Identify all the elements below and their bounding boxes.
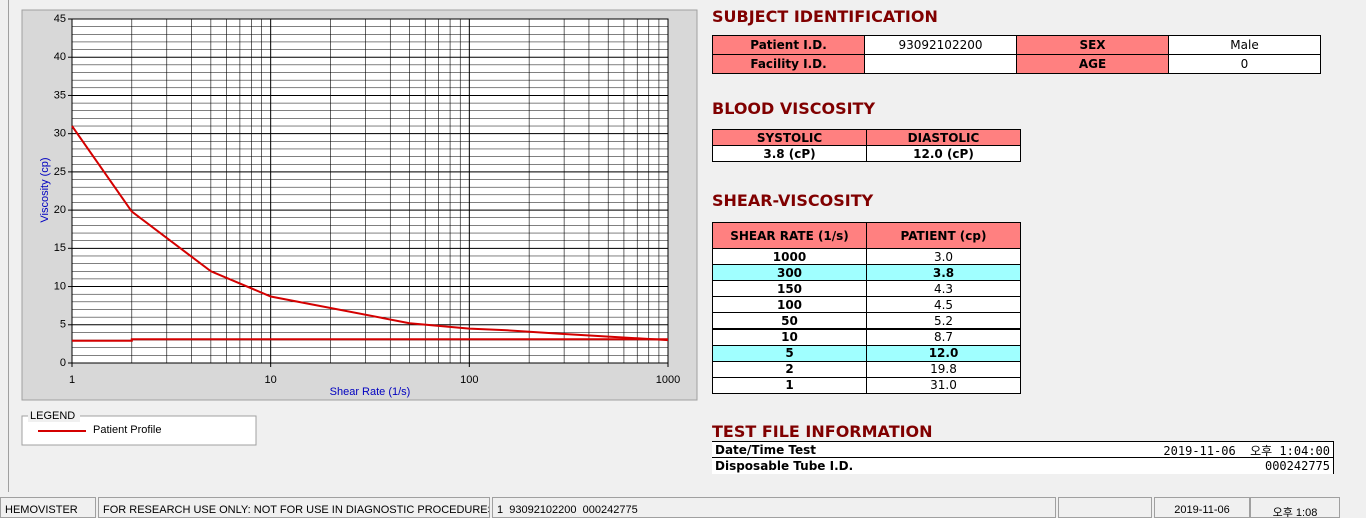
status-segment: HEMOVISTER	[0, 497, 96, 518]
y-tick-label: 45	[54, 13, 66, 25]
legend-title-bg	[28, 409, 80, 422]
y-tick-label: 25	[54, 166, 66, 178]
status-segment: 1 93092102200 000242775	[492, 497, 1056, 518]
table-cell: SYSTOLIC	[712, 129, 867, 146]
y-tick-label: 15	[54, 242, 66, 254]
y-tick-label: 30	[54, 128, 66, 140]
plot-frame	[71, 18, 669, 364]
divider	[8, 0, 9, 492]
table-cell: 4.3	[866, 280, 1021, 298]
y-tick-label: 35	[54, 89, 66, 101]
table-cell: 3.8 (cP)	[712, 145, 867, 162]
table-cell: 150	[712, 280, 867, 298]
status-segment: 오후 1:08	[1250, 497, 1340, 518]
status-segment: FOR RESEARCH USE ONLY: NOT FOR USE IN DI…	[98, 497, 490, 518]
table-cell: 300	[712, 264, 867, 282]
table-cell: 50	[712, 312, 867, 330]
table-cell: SHEAR RATE (1/s)	[712, 222, 867, 249]
chart: Shear Rate (1/s) Viscosity (cp) LEGEND 0…	[21, 9, 698, 446]
status-segment: 2019-11-06	[1154, 497, 1250, 518]
section-title: SUBJECT IDENTIFICATION	[712, 7, 938, 26]
table-cell: 1	[712, 376, 867, 394]
y-tick-label: 40	[54, 51, 66, 63]
table-cell: 0	[1168, 54, 1321, 74]
table-cell: DIASTOLIC	[866, 129, 1021, 146]
y-tick-label: 10	[54, 280, 66, 292]
table-cell: Date/Time Test	[712, 441, 1023, 458]
data-line	[72, 338, 668, 342]
y-tick-label: 5	[60, 319, 66, 331]
table-cell: 3.0	[866, 248, 1021, 266]
table-cell: 12.0	[866, 344, 1021, 362]
status-segment	[1058, 497, 1152, 518]
table-cell: Patient I.D.	[712, 35, 865, 55]
y-tick-label: 0	[60, 357, 66, 369]
table-cell: 10	[712, 328, 867, 346]
x-axis-label: Shear Rate (1/s)	[330, 386, 411, 398]
table-cell: PATIENT (cp)	[866, 222, 1021, 249]
section-title: BLOOD VISCOSITY	[712, 99, 876, 118]
x-tick-label: 10	[265, 374, 277, 386]
table-cell: Male	[1168, 35, 1321, 55]
table-cell: 2	[712, 360, 867, 378]
section-title: TEST FILE INFORMATION	[712, 422, 933, 441]
table-cell: Facility I.D.	[712, 54, 865, 74]
legend-label: Patient Profile	[93, 424, 161, 436]
table-cell: 4.5	[866, 296, 1021, 314]
table-cell: 31.0	[866, 376, 1021, 394]
x-tick-label: 1000	[656, 374, 680, 386]
plot-area	[72, 19, 668, 363]
table-cell: Disposable Tube I.D.	[712, 457, 1023, 474]
table-cell: 2019-11-06 오후 1:04:00	[1022, 441, 1334, 458]
table-cell: 5.2	[866, 312, 1021, 330]
data-line	[71, 125, 669, 342]
section-title: SHEAR-VISCOSITY	[712, 191, 874, 210]
table-cell	[864, 54, 1017, 74]
y-axis-label: Viscosity (cp)	[39, 157, 51, 222]
x-tick-label: 100	[460, 374, 478, 386]
table-cell: 93092102200	[864, 35, 1017, 55]
legend-title: LEGEND	[30, 410, 75, 422]
y-tick-label: 20	[54, 204, 66, 216]
table-cell: SEX	[1016, 35, 1169, 55]
table-cell: AGE	[1016, 54, 1169, 74]
table-cell: 3.8	[866, 264, 1021, 282]
table-cell: 1000	[712, 248, 867, 266]
table-cell: 000242775	[1022, 457, 1334, 474]
table-cell: 100	[712, 296, 867, 314]
table-cell: 8.7	[866, 328, 1021, 346]
table-cell: 12.0 (cP)	[866, 145, 1021, 162]
x-tick-label: 1	[69, 374, 75, 386]
table-cell: 19.8	[866, 360, 1021, 378]
table-cell: 5	[712, 344, 867, 362]
